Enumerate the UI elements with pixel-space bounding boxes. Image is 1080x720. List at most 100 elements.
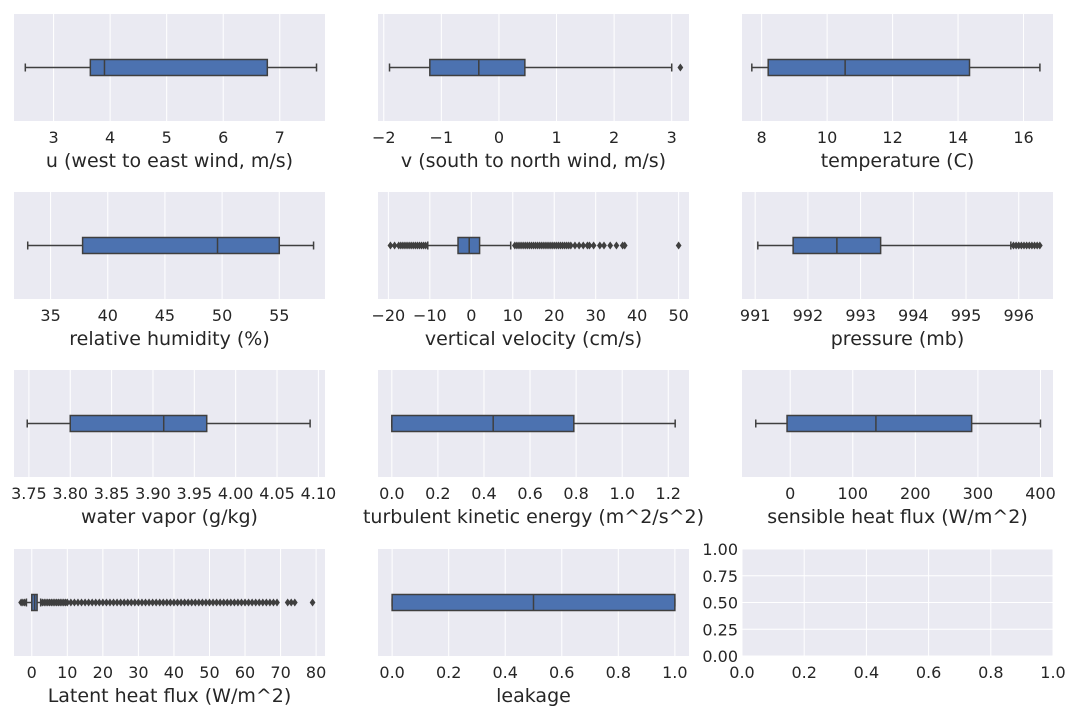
subplot: 3.75 3.80 3.85 3.90 3.95 4.00 4.05 4.10 water va…	[11, 370, 336, 528]
x-tick-label: 0.0	[729, 663, 754, 682]
outlier-point	[156, 598, 163, 607]
outlier-point	[256, 598, 263, 607]
outlier-point	[139, 598, 145, 607]
outlier-point	[203, 598, 209, 607]
x-tick-label: 3.90	[135, 484, 171, 503]
subplot: 0 100 200 300 400 sensible heat flux (W/m^2)	[742, 370, 1056, 528]
x-tick-label: 5	[162, 128, 172, 147]
x-tick-label: 0.4	[493, 663, 518, 682]
x-tick-label: 4.00	[218, 484, 254, 503]
outlier-point	[117, 598, 124, 607]
outlier-point	[78, 598, 85, 607]
x-tick-label: 0.4	[471, 484, 496, 503]
x-tick-label: 3	[667, 128, 677, 147]
x-tick-label: −10	[413, 306, 447, 325]
outlier-point	[422, 241, 429, 250]
outlier-point	[114, 598, 120, 607]
y-tick-label: 0.50	[702, 594, 738, 613]
x-axis-label: leakage	[496, 685, 571, 707]
x-tick-label: 7	[275, 128, 285, 147]
x-tick-label: 0	[494, 128, 504, 147]
x-tick-label: 50	[668, 306, 688, 325]
outlier-point	[71, 598, 78, 607]
outlier-point	[121, 598, 128, 607]
outlier-point	[124, 598, 131, 607]
x-axis-label: u (west to east wind, m/s)	[46, 150, 293, 172]
outlier-point	[596, 241, 603, 250]
subplot: 0 10 20 30 40 50 60 70 80 Latent heat flux (W/m^2…	[14, 549, 326, 707]
subplot: 0.0 0.2 0.4 0.6 0.8 1.0 0.00 0.25 0.50 0.75 1.00	[702, 540, 1065, 682]
outlier-point	[99, 598, 106, 607]
outlier-point	[291, 598, 298, 607]
outlier-point	[677, 63, 684, 72]
outlier-point	[131, 598, 138, 607]
subplot: 0.0 0.2 0.4 0.6 0.8 1.0 leakage	[378, 549, 689, 707]
outlier-point	[249, 598, 256, 607]
outlier-point	[1036, 241, 1043, 250]
outlier-point	[64, 598, 71, 607]
subplot: 991 992 993 994 995 996 pressure (mb)	[740, 192, 1053, 350]
outlier-point	[621, 241, 628, 250]
x-tick-label: 45	[155, 306, 175, 325]
outlier-point	[238, 598, 245, 607]
outlier-point	[607, 241, 614, 250]
outlier-point	[163, 598, 170, 607]
x-tick-label: 991	[740, 306, 771, 325]
x-tick-label: 3	[48, 128, 58, 147]
x-axis-label: temperature (C)	[821, 150, 975, 172]
outlier-point	[67, 598, 74, 607]
outlier-point	[167, 598, 174, 607]
outlier-point	[92, 598, 99, 607]
outlier-point	[199, 598, 206, 607]
x-tick-label: 20	[544, 306, 564, 325]
outlier-point	[149, 598, 156, 607]
subplot: 0.0 0.2 0.4 0.6 0.8 1.0 1.2 turbulent kinetic e…	[363, 370, 704, 528]
outlier-point	[110, 598, 117, 607]
outlier-point	[224, 598, 231, 607]
outlier-point	[235, 598, 241, 607]
outlier-point	[252, 598, 259, 607]
outlier-point	[188, 598, 195, 607]
iqr-box	[767, 58, 971, 77]
x-tick-label: 1.0	[609, 484, 634, 503]
x-tick-label: 40	[164, 663, 184, 682]
outlier-point	[675, 241, 682, 250]
x-tick-label: 4.10	[301, 484, 337, 503]
x-tick-label: 0.2	[425, 484, 450, 503]
y-tick-label: 1.00	[702, 540, 738, 559]
x-axis-label: Latent heat flux (W/m^2)	[48, 685, 292, 707]
x-tick-label: 994	[898, 306, 929, 325]
x-tick-label: −1	[430, 128, 454, 147]
outlier-point	[142, 598, 149, 607]
y-tick-label: 0.00	[702, 647, 738, 666]
x-tick-label: 16	[1013, 128, 1033, 147]
x-tick-label: 0.6	[916, 663, 941, 682]
x-axis-label: water vapor (g/kg)	[81, 506, 258, 528]
outlier-point	[195, 598, 202, 607]
x-tick-label: 3.80	[52, 484, 88, 503]
x-tick-label: 100	[837, 484, 868, 503]
x-tick-label: 1.0	[1040, 663, 1065, 682]
outlier-point	[267, 598, 273, 607]
x-tick-label: 0	[785, 484, 795, 503]
x-tick-label: 70	[270, 663, 290, 682]
x-tick-label: 80	[306, 663, 326, 682]
x-tick-label: 0	[27, 663, 37, 682]
outlier-point	[576, 241, 582, 250]
outlier-point	[220, 598, 227, 607]
x-tick-label: 0.8	[978, 663, 1003, 682]
x-tick-label: 2	[609, 128, 619, 147]
outlier-point	[103, 598, 110, 607]
outlier-point	[178, 598, 184, 607]
outlier-point	[213, 598, 220, 607]
x-tick-label: 300	[963, 484, 994, 503]
outlier-point	[192, 598, 199, 607]
x-tick-label: 996	[1003, 306, 1034, 325]
x-tick-label: 55	[269, 306, 289, 325]
iqr-box	[429, 58, 526, 77]
outlier-point	[174, 598, 181, 607]
x-tick-label: 0.6	[549, 663, 574, 682]
outlier-point	[171, 598, 177, 607]
x-tick-label: −20	[371, 306, 405, 325]
x-tick-label: 40	[98, 306, 118, 325]
